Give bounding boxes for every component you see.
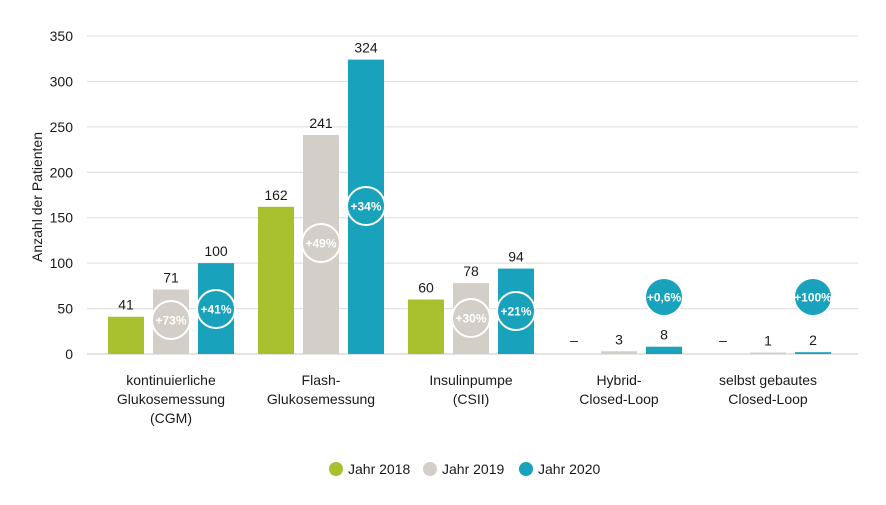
change-badge-circle: [151, 300, 191, 340]
x-axis-label: Flash-: [302, 372, 341, 388]
legend-label: Jahr 2018: [348, 461, 410, 477]
bar: [601, 351, 637, 354]
x-axis-label: Closed-Loop: [728, 391, 808, 407]
change-badge-label: +49%: [305, 237, 336, 251]
legend-label: Jahr 2020: [538, 461, 600, 477]
value-label: 78: [463, 263, 479, 279]
bar: [750, 352, 786, 354]
change-badge-circle: [346, 186, 386, 226]
y-tick-label: 150: [50, 210, 74, 226]
bar: [198, 263, 234, 354]
x-axis-label: (CGM): [150, 410, 192, 426]
change-badge-label: +100%: [794, 291, 832, 305]
value-label: 1: [764, 333, 772, 349]
change-badge-label: +30%: [455, 312, 486, 326]
change-badge-circle: [644, 277, 684, 317]
value-label: 100: [204, 243, 228, 259]
bar: [646, 346, 682, 354]
value-label: –: [570, 332, 578, 348]
y-tick-label: 350: [50, 28, 74, 44]
x-axis-label: Closed-Loop: [579, 391, 659, 407]
y-axis-ticks: 0 50 100 150 200 250 300 350: [50, 28, 74, 362]
y-tick-label: 300: [50, 73, 74, 89]
bar: [258, 206, 294, 354]
y-tick-label: 250: [50, 119, 74, 135]
x-axis-label: Glukosemessung: [117, 391, 225, 407]
value-label: 162: [264, 187, 288, 203]
legend-swatch: [329, 462, 343, 476]
value-labels: 41 71 100 162 241 324 60 78 94 – 3 8 – 1 2: [118, 40, 817, 349]
value-label: 94: [508, 249, 524, 265]
bar: [795, 352, 831, 354]
change-badge-label: +73%: [155, 314, 186, 328]
x-axis-label: Glukosemessung: [267, 391, 375, 407]
y-tick-label: 200: [50, 164, 74, 180]
change-badge-circle: [496, 291, 536, 331]
change-badge-circle: [196, 289, 236, 329]
x-axis-label: kontinuierliche: [126, 372, 216, 388]
x-axis-label: selbst gebautes: [719, 372, 817, 388]
change-badge-label: +34%: [350, 200, 381, 214]
bar: [303, 135, 339, 354]
legend-swatch: [519, 462, 533, 476]
bar: [453, 283, 489, 354]
bar: [408, 299, 444, 354]
change-badge-label: +0,6%: [647, 291, 682, 305]
bar: [498, 268, 534, 354]
x-axis-label: Insulinpumpe: [429, 372, 512, 388]
legend-swatch: [423, 462, 437, 476]
x-axis-labels: kontinuierliche Glukosemessung (CGM) Flash-…: [117, 372, 817, 426]
value-label: 71: [163, 269, 179, 285]
bar: [108, 316, 144, 354]
change-badge-label: +21%: [500, 305, 531, 319]
change-badge-circle: [793, 277, 833, 317]
legend: Jahr 2018 Jahr 2019 Jahr 2020: [329, 461, 600, 477]
y-tick-label: 0: [65, 346, 73, 362]
value-label: 41: [118, 297, 134, 313]
x-axis-label: Hybrid-: [596, 372, 641, 388]
change-badges: +73% +41% +49% +34% +30% +21% +0,6% +100%: [151, 186, 833, 340]
change-badge-label: +41%: [200, 303, 231, 317]
y-tick-label: 100: [50, 255, 74, 271]
change-badge-circle: [301, 223, 341, 263]
y-tick-label: 50: [57, 301, 73, 317]
y-axis-label: Anzahl der Patienten: [29, 132, 45, 262]
x-axis-label: (CSII): [453, 391, 490, 407]
value-label: 8: [660, 327, 668, 343]
value-label: –: [719, 332, 727, 348]
value-label: 2: [809, 332, 817, 348]
legend-label: Jahr 2019: [442, 461, 504, 477]
value-label: 241: [309, 115, 333, 131]
value-label: 3: [615, 331, 623, 347]
bars: [108, 59, 831, 354]
bar: [348, 59, 384, 354]
value-label: 324: [354, 40, 378, 56]
change-badge-circle: [451, 298, 491, 338]
value-label: 60: [418, 279, 434, 295]
